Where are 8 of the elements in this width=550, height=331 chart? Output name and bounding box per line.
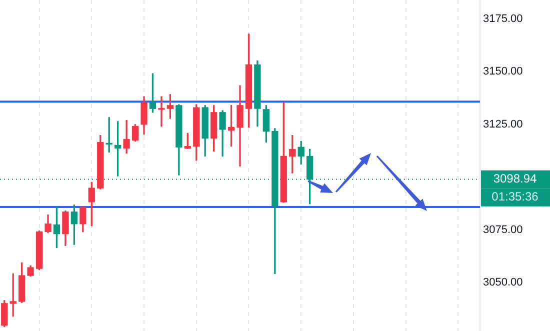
ref-line-label: 3098.94	[493, 172, 538, 186]
y-tick-label: 3150.00	[483, 66, 523, 78]
candlestick	[158, 96, 165, 127]
text: 01:35:36	[492, 190, 539, 204]
y-tick-label: 3050.00	[483, 276, 523, 289]
y-tick-label: 3125.00	[483, 118, 523, 130]
y-tick-label: 3075.00	[483, 224, 523, 236]
y-tick-label: 3175.00	[483, 13, 523, 26]
